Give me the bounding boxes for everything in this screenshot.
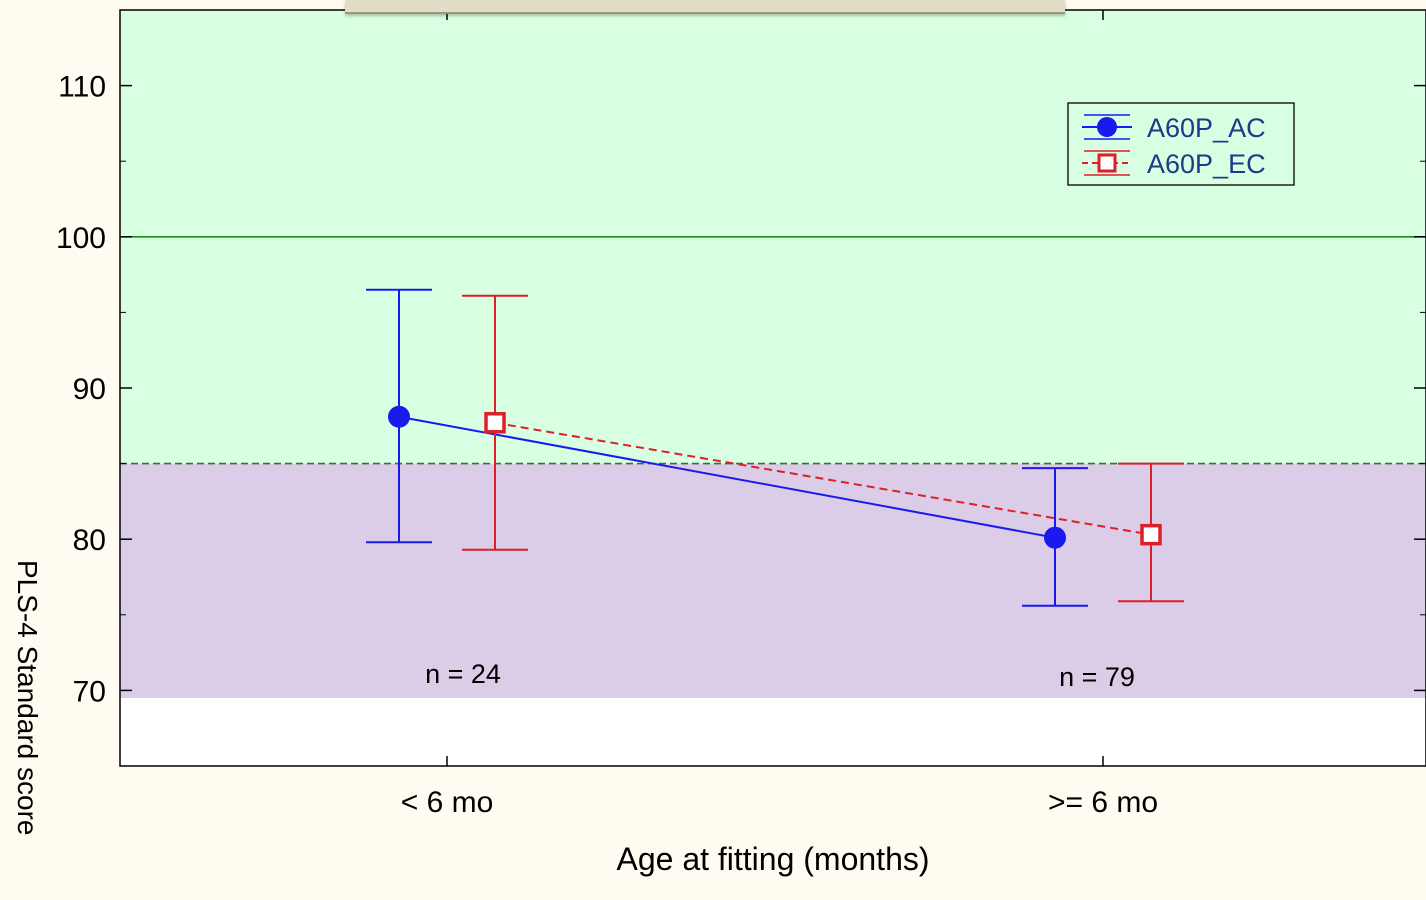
y-axis-label: PLS-4 Standard score: [12, 560, 43, 836]
data-point: [1044, 526, 1066, 549]
x-tick-label: >= 6 mo: [1048, 786, 1158, 819]
y-tick-label: 70: [73, 675, 106, 708]
legend-marker: [1097, 153, 1117, 173]
y-tick-label: 100: [56, 222, 106, 255]
y-tick-label: 90: [73, 373, 106, 406]
legend-marker: [1097, 117, 1117, 137]
series-line-A60P_EC: [494, 421, 1152, 536]
legend-box: [1067, 102, 1295, 186]
series-line-A60P_AC: [398, 415, 1056, 539]
score-band-2: [120, 463, 1426, 698]
x-axis-label: Age at fitting (months): [616, 841, 929, 877]
legend-label: A60P_EC: [1147, 149, 1266, 179]
data-point: [484, 412, 506, 434]
legend-label: A60P_AC: [1147, 113, 1266, 143]
sample-size-label: n = 79: [1059, 662, 1135, 692]
data-point: [1140, 523, 1162, 546]
data-point: [388, 405, 410, 428]
title-box: [345, 0, 1065, 14]
sample-size-label: n = 24: [425, 659, 501, 689]
y-tick-label: 80: [73, 524, 106, 557]
y-tick-label: 110: [58, 71, 106, 104]
x-tick-label: < 6 mo: [401, 786, 494, 819]
